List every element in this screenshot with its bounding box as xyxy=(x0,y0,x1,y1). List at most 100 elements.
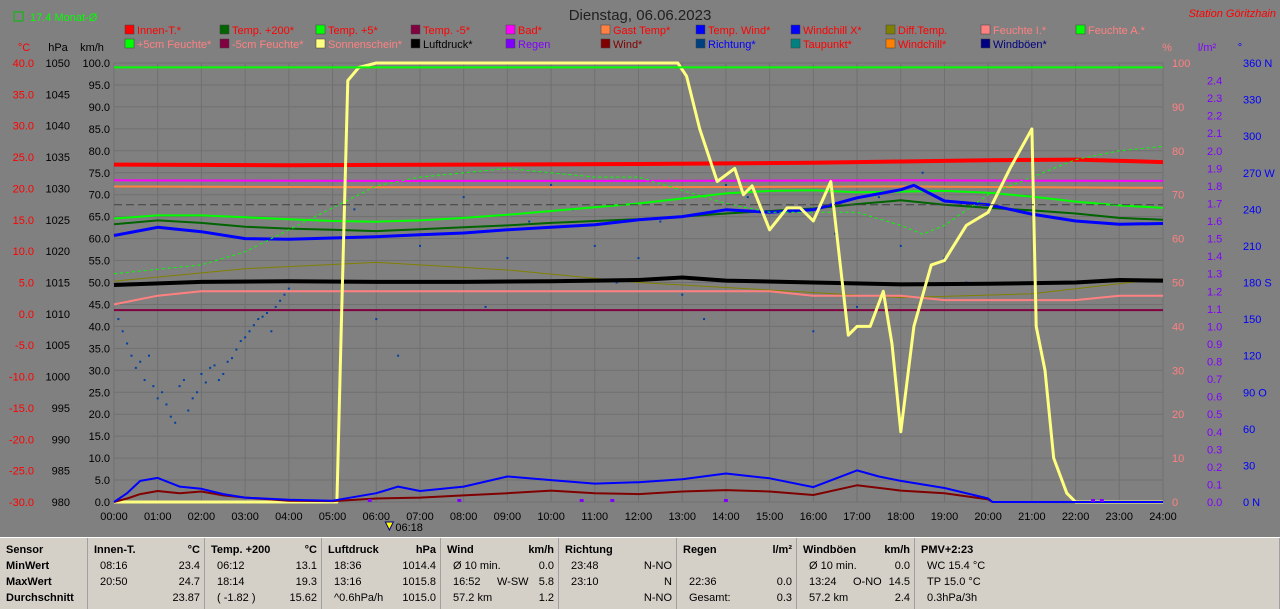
legend-swatch xyxy=(695,38,706,49)
direction-point xyxy=(484,305,487,308)
x-tick-label: 21:00 xyxy=(1018,511,1046,523)
axis-tick-label-dir: 360 N xyxy=(1243,58,1272,70)
axis-tick-label-dir: 0 N xyxy=(1243,497,1260,509)
direction-point xyxy=(156,397,159,400)
direction-point xyxy=(397,354,400,357)
axis-tick-label-temp: 35.0 xyxy=(13,89,34,101)
axis-tick-label-rain: 1.4 xyxy=(1207,251,1222,263)
stat-value-row: 18:14 19.3 xyxy=(217,576,317,588)
direction-point xyxy=(174,421,177,424)
axis-tick-label-rain: 0.7 xyxy=(1207,374,1222,386)
legend-swatch xyxy=(790,24,801,35)
axis-tick-label-hpa: 1010 xyxy=(46,309,70,321)
axis-tick-label-dir: 300 xyxy=(1243,131,1261,143)
direction-point xyxy=(550,183,553,186)
axis-tick-label-temp: 25.0 xyxy=(13,152,34,164)
legend-swatch xyxy=(124,24,135,35)
axis-tick-label-kmh: 80.0 xyxy=(89,146,110,158)
series-lines xyxy=(113,61,1164,504)
axis-tick-label-kmh: 65.0 xyxy=(89,212,110,224)
axis-tick-label-rain: 2.0 xyxy=(1207,146,1222,158)
stat-value-row: Gesamt: 0.3 xyxy=(689,592,792,604)
x-tick-label: 04:00 xyxy=(275,511,303,523)
axis-tick-label-dir: 240 xyxy=(1243,204,1261,216)
axis-tick-label-hpa: 1005 xyxy=(46,340,70,352)
direction-point xyxy=(418,244,421,247)
x-tick-label: 19:00 xyxy=(931,511,959,523)
rain-mark xyxy=(367,499,372,502)
stat-value-row: 13:16 1015.8 xyxy=(334,576,436,588)
series-line-luftdruck xyxy=(113,275,1164,287)
axis-tick-label-dir: 120 xyxy=(1243,351,1261,363)
stat-value-row: Ø 10 min. 0.0 xyxy=(809,560,910,572)
legend-swatch xyxy=(1075,24,1086,35)
axis-tick-label-rain: 0.6 xyxy=(1207,392,1222,404)
axis-tick-label-rain: 1.0 xyxy=(1207,321,1222,333)
axis-tick-label-dir: 330 xyxy=(1243,95,1261,107)
direction-point xyxy=(187,409,190,412)
x-tick-label: 20:00 xyxy=(974,511,1002,523)
legend-label: Sonnenschein* xyxy=(328,39,403,51)
direction-point xyxy=(178,385,181,388)
axis-unit-percent: % xyxy=(1162,42,1172,54)
legend-swatch xyxy=(505,24,516,35)
legend-label: +5cm Feuchte* xyxy=(137,39,212,51)
direction-point xyxy=(615,281,618,284)
axis-tick-label-kmh: 45.0 xyxy=(89,299,110,311)
legend-label: Bad* xyxy=(518,25,543,37)
axis-tick-label-kmh: 0.0 xyxy=(95,497,110,509)
axis-tick-label-rain: 2.3 xyxy=(1207,93,1222,105)
legend-label: Temp. -5* xyxy=(423,25,471,37)
legend-label: Richtung* xyxy=(708,39,756,51)
legend-label: Regen xyxy=(518,39,550,51)
sunrise-marker-label: 06:18 xyxy=(395,522,423,534)
axis-tick-label-dir: 150 xyxy=(1243,314,1261,326)
axis-tick-label-rain: 0.1 xyxy=(1207,479,1222,491)
axis-tick-label-kmh: 15.0 xyxy=(89,431,110,443)
axis-tick-label-temp: -30.0 xyxy=(9,497,34,509)
stat-header: Richtung xyxy=(565,544,613,556)
axis-tick-label-kmh: 25.0 xyxy=(89,387,110,399)
axis-tick-label-temp: 40.0 xyxy=(13,58,34,70)
stat-column-sensor: Sensor MinWert MaxWert Durchschnitt xyxy=(0,538,88,609)
axis-tick-label-kmh: 60.0 xyxy=(89,234,110,246)
direction-point xyxy=(239,340,242,343)
legend-swatch xyxy=(885,24,896,35)
direction-point xyxy=(274,305,277,308)
legend-swatch xyxy=(600,38,611,49)
legend-swatch xyxy=(980,38,991,49)
axis-tick-label-rain: 0.2 xyxy=(1207,462,1222,474)
rain-mark xyxy=(457,499,462,502)
chart-title: Dienstag, 06.06.2023 xyxy=(569,7,712,24)
x-tick-label: 18:00 xyxy=(887,511,915,523)
series-line-wind xyxy=(113,484,1163,503)
axis-tick-label-dir: 270 W xyxy=(1243,168,1275,180)
axis-tick-label-rain: 2.4 xyxy=(1207,76,1222,88)
stat-row-label: MinWert xyxy=(6,560,50,572)
direction-point xyxy=(169,415,172,418)
axis-tick-label-kmh: 95.0 xyxy=(89,80,110,92)
axis-tick-label-dir: 60 xyxy=(1243,424,1255,436)
x-tick-label: 11:00 xyxy=(581,511,608,523)
legend-swatch xyxy=(410,24,421,35)
direction-point xyxy=(182,379,185,382)
axis-unit-temp: °C xyxy=(18,42,30,54)
stat-header: Temp. +200 °C xyxy=(211,544,317,556)
rain-mark xyxy=(610,499,615,502)
legend-label: Feuchte A.* xyxy=(1088,25,1146,37)
axis-tick-label-kmh: 30.0 xyxy=(89,365,110,377)
direction-point xyxy=(353,208,356,211)
direction-point xyxy=(703,318,706,321)
axis-tick-label-rain: 0.0 xyxy=(1207,497,1222,509)
x-axis-ticks: 00:00 01:00 02:00 03:00 04:00 05:00 06:00 07:00… xyxy=(100,511,1177,534)
direction-point xyxy=(134,366,137,369)
axis-tick-label-percent: 40 xyxy=(1172,321,1184,333)
direction-point xyxy=(143,379,146,382)
axis-tick-label-kmh: 75.0 xyxy=(89,168,110,180)
x-tick-label: 09:00 xyxy=(494,511,522,523)
direction-point xyxy=(244,336,247,339)
axis-tick-label-percent: 60 xyxy=(1172,234,1184,246)
axis-tick-label-kmh: 50.0 xyxy=(89,278,110,290)
axis-tick-label-kmh: 10.0 xyxy=(89,453,110,465)
stat-value-row: ( -1.82 ) 15.62 xyxy=(217,592,317,604)
